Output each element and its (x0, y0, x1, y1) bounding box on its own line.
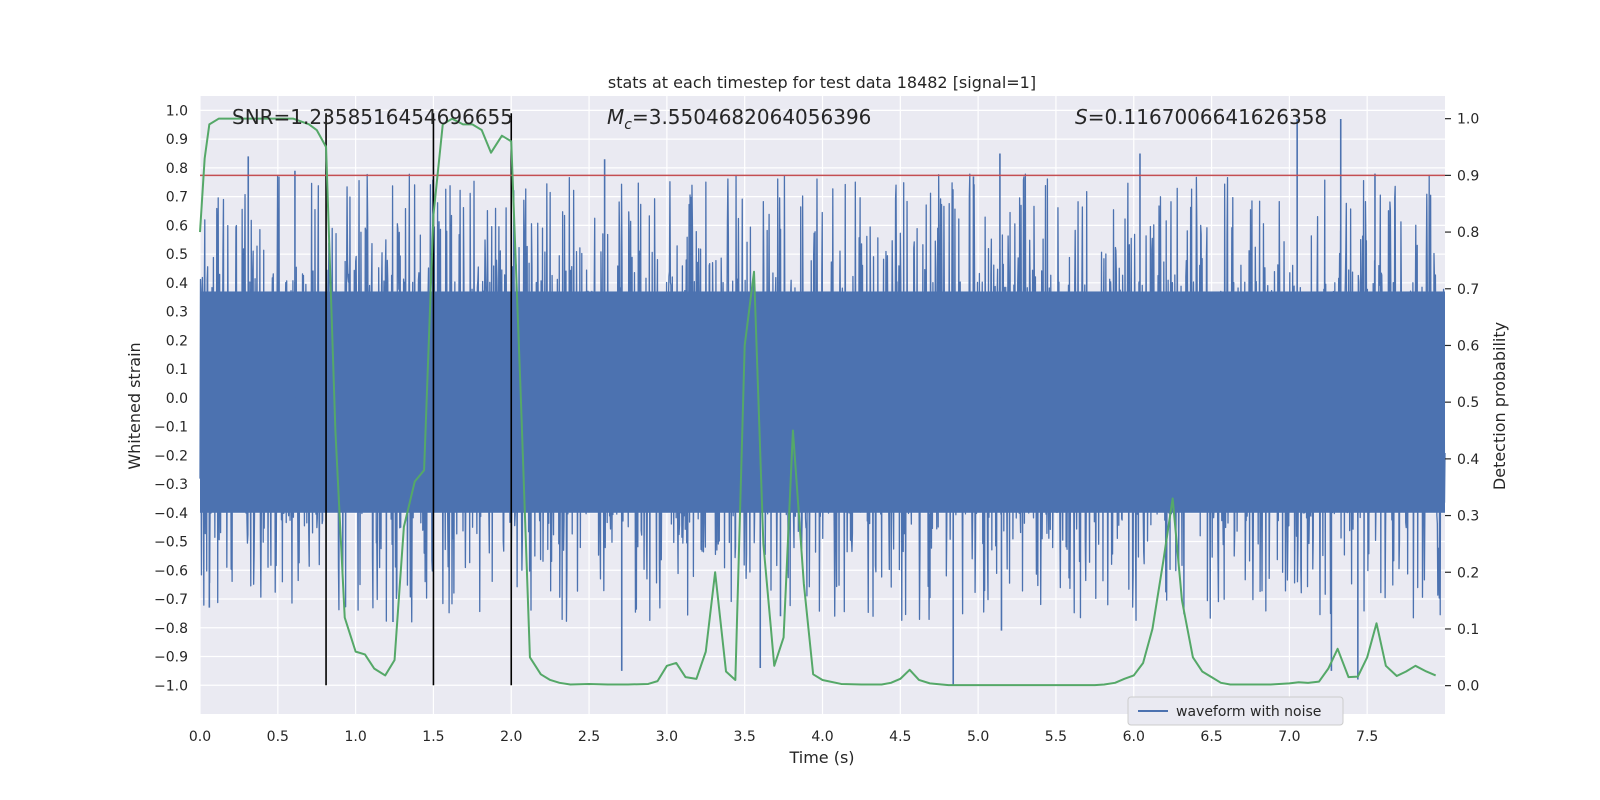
y-left-tick-label: 0.3 (166, 305, 188, 321)
x-ticks: 0.0 0.5 1.0 1.5 2.0 2.5 3.0 3.5 4.0 4.5 5.0 5.5 6.0 6… (189, 729, 1378, 745)
x-tick-label: 1.0 (344, 729, 366, 745)
x-tick-label: 1.5 (422, 729, 444, 745)
chart-title: stats at each timestep for test data 184… (608, 73, 1036, 92)
y-right-tick-label: 1.0 (1457, 112, 1479, 128)
y-right-axis-label: Detection probability (1490, 322, 1509, 490)
legend: waveform with noise (1127, 696, 1344, 726)
x-tick-label: 7.5 (1356, 729, 1378, 745)
x-tick-label: 6.0 (1123, 729, 1145, 745)
x-axis-label: Time (s) (788, 748, 854, 767)
snr-annotation: SNR=1.2358516454696655 (232, 105, 513, 129)
legend-box (1127, 696, 1344, 726)
y-right-tick-label: 0.4 (1457, 452, 1479, 468)
y-right-tick-label: 0.2 (1457, 565, 1479, 581)
probability-series (199, 117, 1437, 687)
x-tick-label: 2.5 (578, 729, 600, 745)
waveform-series (199, 118, 1446, 686)
y-left-tick-label: 0.1 (166, 362, 188, 378)
y-left-tick-label: −0.7 (154, 592, 188, 608)
x-tick-label: 0.5 (267, 729, 289, 745)
chirp-mass-subscript: c (624, 117, 632, 133)
x-tick-label: 4.5 (889, 729, 911, 745)
y-left-tick-label: 0.2 (166, 333, 188, 349)
y-left-tick-label: −0.1 (154, 420, 188, 436)
chirp-mass-value: =3.5504682064056396 (632, 105, 871, 129)
x-tick-label: 7.0 (1278, 729, 1300, 745)
y-left-tick-label: −0.3 (154, 477, 188, 493)
y-left-tick-label: 0.7 (166, 190, 188, 206)
x-tick-label: 4.0 (811, 729, 833, 745)
x-tick-label: 6.5 (1200, 729, 1222, 745)
chirp-mass-symbol: M (607, 105, 624, 129)
y-left-tick-label: −0.4 (154, 506, 188, 522)
legend-label-waveform: waveform with noise (1176, 704, 1321, 720)
waveform-core-band (200, 291, 1445, 513)
s-annotation: S=0.1167006641626358 (1075, 105, 1327, 129)
s-symbol: S (1075, 105, 1088, 129)
y-right-ticks: 1.0 0.9 0.8 0.7 0.6 0.5 0.4 0.3 0.2 0.1 0.0 (1445, 112, 1479, 695)
y-right-tick-label: 0.9 (1457, 168, 1479, 184)
s-value: =0.1167006641626358 (1088, 105, 1327, 129)
y-right-tick-label: 0.3 (1457, 509, 1479, 525)
y-right-tick-label: 0.8 (1457, 225, 1479, 241)
chirp-mass-annotation: Mc=3.5504682064056396 (607, 105, 871, 133)
y-left-tick-label: 0.9 (166, 132, 188, 148)
y-right-tick-label: 0.7 (1457, 282, 1479, 298)
x-tick-label: 5.5 (1045, 729, 1067, 745)
y-left-axis-label: Whitened strain (125, 342, 144, 469)
y-left-tick-label: 0.6 (166, 218, 188, 234)
y-right-tick-label: 0.5 (1457, 395, 1479, 411)
y-left-tick-label: 0.0 (166, 391, 188, 407)
y-left-tick-label: −0.9 (154, 650, 188, 666)
y-left-tick-label: 0.5 (166, 247, 188, 263)
y-left-tick-label: −0.5 (154, 535, 188, 551)
y-left-tick-label: −0.8 (154, 621, 188, 637)
y-left-tick-label: −0.6 (154, 563, 188, 579)
x-tick-label: 0.0 (189, 729, 211, 745)
y-right-tick-label: 0.1 (1457, 622, 1479, 638)
probability-line (199, 117, 1437, 687)
y-left-tick-label: −0.2 (154, 448, 188, 464)
y-left-tick-label: 0.4 (166, 276, 188, 292)
x-tick-label: 2.0 (500, 729, 522, 745)
y-left-tick-label: −1.0 (154, 678, 188, 694)
y-left-ticks: 1.0 0.9 0.8 0.7 0.6 0.5 0.4 0.3 0.2 0.1 0.0 −0.1 −0.… (154, 103, 188, 694)
y-left-tick-label: 1.0 (166, 103, 188, 119)
x-tick-label: 3.0 (656, 729, 678, 745)
y-right-tick-label: 0.0 (1457, 679, 1479, 695)
x-tick-label: 3.5 (734, 729, 756, 745)
y-right-tick-label: 0.6 (1457, 338, 1479, 354)
y-left-tick-label: 0.8 (166, 161, 188, 177)
x-tick-label: 5.0 (967, 729, 989, 745)
